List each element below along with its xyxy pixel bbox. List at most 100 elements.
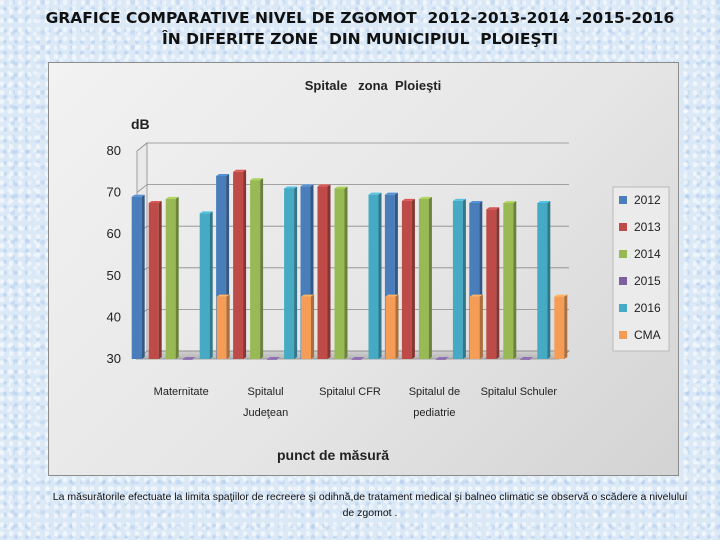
bar-2014 bbox=[503, 201, 517, 359]
bar-side bbox=[378, 192, 382, 359]
chart-frame: 30 40 50 60 70 80 Maternitate Spitalul Judeţean S… bbox=[48, 62, 679, 476]
y-tick-label: 70 bbox=[107, 185, 121, 200]
bar-2012 bbox=[131, 194, 145, 359]
x-category-label: Spitalul Schuler bbox=[481, 386, 558, 398]
bar-side bbox=[496, 207, 500, 359]
bar-CMA bbox=[216, 294, 230, 359]
x-category-label: Spitalul CFR bbox=[319, 386, 381, 398]
bar-top bbox=[250, 178, 264, 181]
x-axis-title: punct de măsură bbox=[277, 447, 389, 463]
bar-front bbox=[250, 180, 261, 359]
bar-top bbox=[554, 294, 568, 297]
x-category-label: Spitalul bbox=[248, 386, 284, 398]
bar-front bbox=[182, 359, 193, 360]
bar-2013 bbox=[486, 207, 500, 359]
bar-front bbox=[267, 359, 278, 360]
y-tick-label: 40 bbox=[107, 309, 121, 324]
slide-title-line-2: ÎN DIFERITE ZONE DIN MUNICIPIUL PLOIEŞTI bbox=[162, 30, 558, 48]
bar-front bbox=[284, 188, 295, 359]
bar-top bbox=[385, 294, 399, 297]
bar-top bbox=[317, 184, 331, 187]
y-tick-label: 30 bbox=[107, 351, 121, 366]
bar-2013 bbox=[401, 198, 415, 359]
bar-2014 bbox=[250, 178, 264, 359]
bar-top bbox=[300, 184, 314, 187]
legend-label-2015: 2015 bbox=[634, 274, 661, 288]
bar-front bbox=[418, 198, 429, 359]
bar-top bbox=[469, 294, 483, 297]
bar-front bbox=[317, 186, 328, 359]
bar-side bbox=[141, 194, 145, 359]
bar-front bbox=[401, 200, 412, 359]
chart-title: Spitale zona Ploieşti bbox=[305, 78, 442, 93]
bar-front bbox=[503, 203, 514, 359]
y-axis-title: dB bbox=[131, 116, 150, 132]
bar-front bbox=[165, 198, 176, 359]
bar-front bbox=[300, 186, 311, 359]
bar-front bbox=[233, 171, 244, 359]
bar-top bbox=[301, 294, 315, 297]
legend-swatch-CMA bbox=[619, 331, 627, 339]
bar-front bbox=[301, 296, 312, 359]
bar-top bbox=[216, 294, 230, 297]
bar-side bbox=[226, 294, 230, 359]
bar-top bbox=[233, 169, 247, 172]
bar-front bbox=[469, 203, 480, 359]
bar-2016 bbox=[537, 201, 551, 359]
bar-CMA bbox=[469, 294, 483, 359]
bar-front bbox=[216, 175, 227, 359]
bar-front bbox=[148, 203, 159, 359]
bar-2016 bbox=[284, 186, 298, 359]
bar-side bbox=[327, 184, 331, 359]
bar-top bbox=[368, 192, 382, 195]
bar-front bbox=[452, 200, 463, 359]
bar-front bbox=[537, 203, 548, 359]
bar-2014 bbox=[165, 196, 179, 359]
gridline bbox=[136, 142, 569, 152]
bar-CMA bbox=[301, 294, 315, 359]
bar-top bbox=[401, 198, 415, 201]
bar-top bbox=[351, 357, 365, 359]
legend-swatch-2016 bbox=[619, 304, 627, 312]
x-category-label: Spitalul de bbox=[409, 386, 460, 398]
bar-2013 bbox=[148, 201, 162, 359]
bar-top bbox=[520, 357, 534, 359]
bar-top bbox=[165, 196, 179, 199]
legend-swatch-2013 bbox=[619, 223, 627, 231]
bar-side bbox=[175, 196, 179, 359]
bar-side bbox=[294, 186, 298, 359]
bar-front bbox=[199, 213, 210, 359]
bar-2015 bbox=[267, 357, 281, 360]
caption: La măsurătorile efectuate la limita spaţ… bbox=[52, 491, 688, 519]
bar-side bbox=[513, 201, 517, 359]
bar-side bbox=[260, 178, 264, 359]
legend-swatch-2012 bbox=[619, 196, 627, 204]
bar-top bbox=[334, 186, 348, 189]
bar-side bbox=[395, 294, 399, 359]
legend-swatch-2015 bbox=[619, 277, 627, 285]
bar-front bbox=[368, 194, 379, 359]
legend-label-2016: 2016 bbox=[634, 301, 661, 315]
bar-top bbox=[131, 194, 145, 197]
bar-side bbox=[411, 198, 415, 359]
bar-top bbox=[148, 201, 162, 203]
bar-front bbox=[216, 296, 227, 359]
bar-front bbox=[520, 359, 531, 360]
bar-front bbox=[469, 296, 480, 359]
bar-front bbox=[351, 359, 362, 360]
bar-side bbox=[344, 186, 348, 359]
bar-top bbox=[503, 201, 517, 203]
bar-front bbox=[334, 188, 345, 359]
bar-side bbox=[547, 201, 551, 359]
bar-top bbox=[452, 198, 466, 201]
legend-label-2014: 2014 bbox=[634, 247, 661, 261]
bar-side bbox=[209, 211, 213, 359]
bar-side bbox=[479, 294, 483, 359]
bar-top bbox=[469, 201, 483, 203]
slide-title: GRAFICE COMPARATIVE NIVEL DE ZGOMOT 2012… bbox=[0, 8, 720, 50]
x-category-label: Maternitate bbox=[154, 386, 209, 398]
bar-front bbox=[554, 296, 565, 359]
bar-2014 bbox=[418, 196, 432, 359]
bar-2013 bbox=[233, 169, 247, 359]
legend-label-2012: 2012 bbox=[634, 193, 661, 207]
